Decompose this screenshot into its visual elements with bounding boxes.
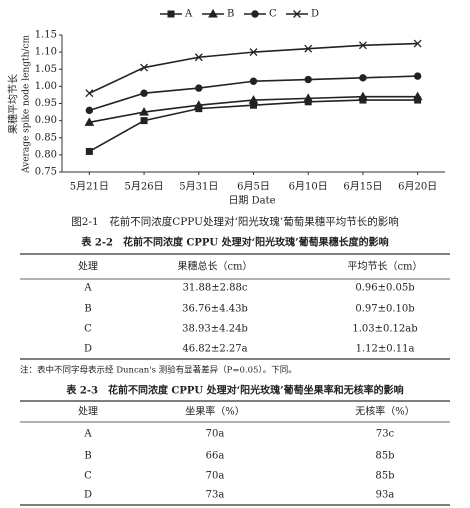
table-cell: 0.97±0.10b xyxy=(355,304,414,315)
table-cell: 36.76±4.43b xyxy=(182,304,248,315)
legend-label: D xyxy=(311,9,319,20)
marker xyxy=(140,117,148,125)
y-tick-label: 0.90 xyxy=(35,115,57,126)
marker xyxy=(85,106,94,115)
table-cell: B xyxy=(84,304,91,315)
table-cell: 66a xyxy=(206,451,225,462)
table-header: 平均节长（cm） xyxy=(347,261,422,273)
y-tick-label: 0.75 xyxy=(35,167,57,178)
table-cell: C xyxy=(84,471,92,482)
legend-label: B xyxy=(227,9,234,20)
table-cell: C xyxy=(84,324,92,335)
table-cell: 0.96±0.05b xyxy=(355,283,414,294)
table-title: 表 2-2 花前不同浓度 CPPU 处理对‘阳光玫瑰’葡萄果穗长度的影响 xyxy=(80,236,388,249)
x-tick-label: 6月10日 xyxy=(289,181,328,193)
table-cell: A xyxy=(83,429,92,440)
marker xyxy=(84,117,95,126)
series-line xyxy=(89,42,418,94)
table-header: 处理 xyxy=(78,261,98,273)
x-tick-label: 6月15日 xyxy=(343,181,382,193)
table-header: 处理 xyxy=(78,406,98,418)
y-axis-label: Average spike node length/cm xyxy=(22,35,32,174)
table-cell: 73a xyxy=(206,490,225,501)
y-tick-label: 0.80 xyxy=(35,149,57,160)
marker xyxy=(85,147,93,155)
marker xyxy=(248,95,259,104)
marker xyxy=(303,93,314,102)
marker xyxy=(208,8,218,18)
y-tick-label: 0.85 xyxy=(35,132,57,143)
marker xyxy=(195,84,203,92)
table-cell: 70a xyxy=(206,471,225,482)
marker xyxy=(304,44,313,53)
table-header: 果穗总长（cm） xyxy=(177,260,252,273)
marker xyxy=(140,63,149,72)
x-tick-label: 5月31日 xyxy=(179,181,218,193)
table-header: 坐果率（%） xyxy=(185,405,245,418)
x-tick-label: 6月5日 xyxy=(237,181,270,193)
legend-label: A xyxy=(184,9,193,20)
table-cell: 31.88±2.88c xyxy=(183,283,248,294)
marker xyxy=(359,74,367,82)
table-cell: B xyxy=(84,451,91,462)
marker xyxy=(304,75,312,84)
y-tick-label: 1.00 xyxy=(35,81,57,92)
marker xyxy=(412,91,423,101)
y-tick-label: 1.05 xyxy=(35,64,57,75)
marker xyxy=(85,89,94,98)
table-cell: D xyxy=(84,490,92,501)
marker xyxy=(249,48,258,57)
x-tick-label: 5月21日 xyxy=(70,181,109,193)
table-cell: D xyxy=(84,344,92,355)
marker xyxy=(358,91,368,101)
table-cell: 38.93±4.24b xyxy=(182,324,248,335)
marker xyxy=(167,10,175,18)
marker xyxy=(193,100,204,109)
x-tick-label: 6月20日 xyxy=(398,181,437,193)
y-tick-label: 1.10 xyxy=(35,47,57,58)
marker xyxy=(413,72,422,80)
legend-label: C xyxy=(269,9,277,20)
table-cell: 1.12±0.11a xyxy=(356,344,415,355)
table-cell: 1.03±0.12ab xyxy=(352,324,417,335)
table-cell: 73c xyxy=(376,429,395,440)
table-cell: 46.82±2.27a xyxy=(182,344,247,355)
y-tick-label: 0.95 xyxy=(35,98,57,109)
marker xyxy=(251,10,259,18)
table-header: 无核率（%） xyxy=(355,405,415,418)
x-axis-label: 日期 Date xyxy=(228,195,275,207)
marker xyxy=(139,107,149,116)
table-note: 注：表中不同字母表示经 Duncan's 测验有显著差异（P=0.05）。下同。 xyxy=(20,365,297,376)
marker xyxy=(194,53,203,62)
figure-caption: 图2-1 花前不同浓度CPPU处理对‘阳光玫瑰’葡萄果穗平均节长的影响 xyxy=(71,215,398,228)
y-axis-label: 果穗平均节长 xyxy=(7,74,20,134)
table-cell: 85b xyxy=(375,471,394,482)
table-cell: A xyxy=(83,283,92,294)
table-title: 表 2-3 花前不同浓度 CPPU 处理对‘阳光玫瑰’葡萄坐果率和无核率的影响 xyxy=(65,384,403,397)
table-cell: 93a xyxy=(376,490,395,501)
table-cell: 70a xyxy=(206,429,225,440)
marker xyxy=(249,77,258,85)
marker xyxy=(413,39,422,48)
marker xyxy=(358,41,367,50)
marker xyxy=(293,10,301,18)
table-cell: 85b xyxy=(375,451,394,462)
y-tick-label: 1.15 xyxy=(35,30,57,41)
x-tick-label: 5月26日 xyxy=(125,181,164,193)
marker xyxy=(140,89,148,97)
